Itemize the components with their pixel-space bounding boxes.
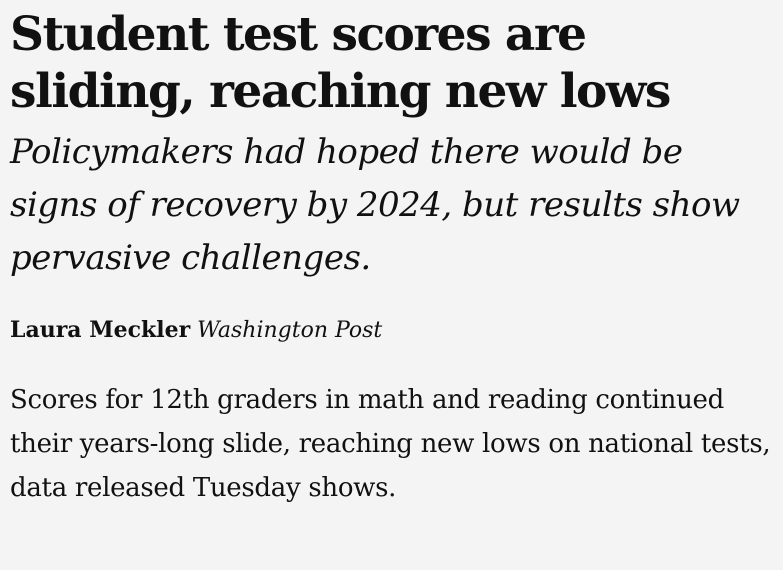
subheadline: Policymakers had hoped there would be si… [10, 132, 740, 278]
article-body: Scores for 12th graders in math and read… [10, 385, 771, 503]
author-name[interactable]: Laura Meckler [10, 317, 191, 343]
article: Student test scores are sliding, reachin… [10, 7, 773, 503]
headline: Student test scores are sliding, reachin… [10, 7, 671, 119]
publication-name: Washington Post [197, 318, 383, 343]
byline: Laura Meckler Washington Post [10, 315, 773, 346]
